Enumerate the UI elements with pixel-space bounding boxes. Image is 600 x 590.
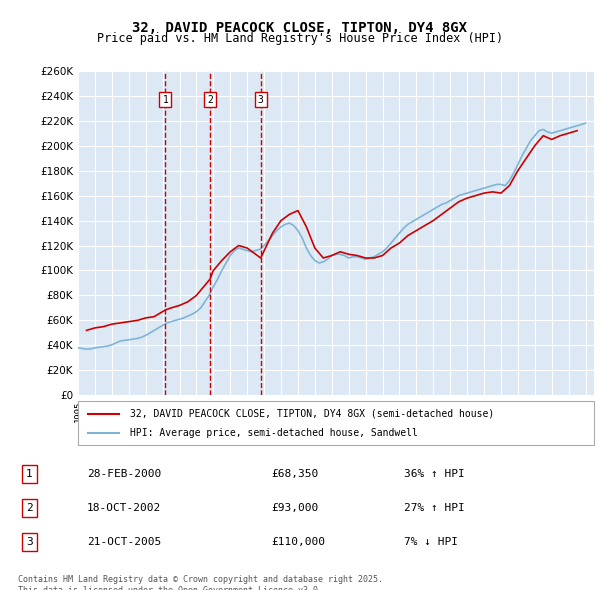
Text: 1: 1 — [163, 94, 168, 104]
Text: 7% ↓ HPI: 7% ↓ HPI — [404, 537, 458, 547]
Text: £110,000: £110,000 — [271, 537, 325, 547]
Text: 18-OCT-2002: 18-OCT-2002 — [87, 503, 161, 513]
Text: 2: 2 — [26, 503, 32, 513]
Text: HPI: Average price, semi-detached house, Sandwell: HPI: Average price, semi-detached house,… — [130, 428, 418, 438]
Text: 3: 3 — [258, 94, 263, 104]
Text: £93,000: £93,000 — [271, 503, 319, 513]
Text: 28-FEB-2000: 28-FEB-2000 — [87, 469, 161, 479]
Text: Price paid vs. HM Land Registry's House Price Index (HPI): Price paid vs. HM Land Registry's House … — [97, 32, 503, 45]
Text: 3: 3 — [26, 537, 32, 547]
Text: 2: 2 — [207, 94, 213, 104]
Text: 1: 1 — [26, 469, 32, 479]
Text: 36% ↑ HPI: 36% ↑ HPI — [404, 469, 464, 479]
Text: 21-OCT-2005: 21-OCT-2005 — [87, 537, 161, 547]
Text: Contains HM Land Registry data © Crown copyright and database right 2025.
This d: Contains HM Land Registry data © Crown c… — [18, 575, 383, 590]
Text: 32, DAVID PEACOCK CLOSE, TIPTON, DY4 8GX (semi-detached house): 32, DAVID PEACOCK CLOSE, TIPTON, DY4 8GX… — [130, 409, 494, 418]
FancyBboxPatch shape — [78, 401, 594, 445]
Text: 32, DAVID PEACOCK CLOSE, TIPTON, DY4 8GX: 32, DAVID PEACOCK CLOSE, TIPTON, DY4 8GX — [133, 21, 467, 35]
Text: 27% ↑ HPI: 27% ↑ HPI — [404, 503, 464, 513]
Text: £68,350: £68,350 — [271, 469, 319, 479]
